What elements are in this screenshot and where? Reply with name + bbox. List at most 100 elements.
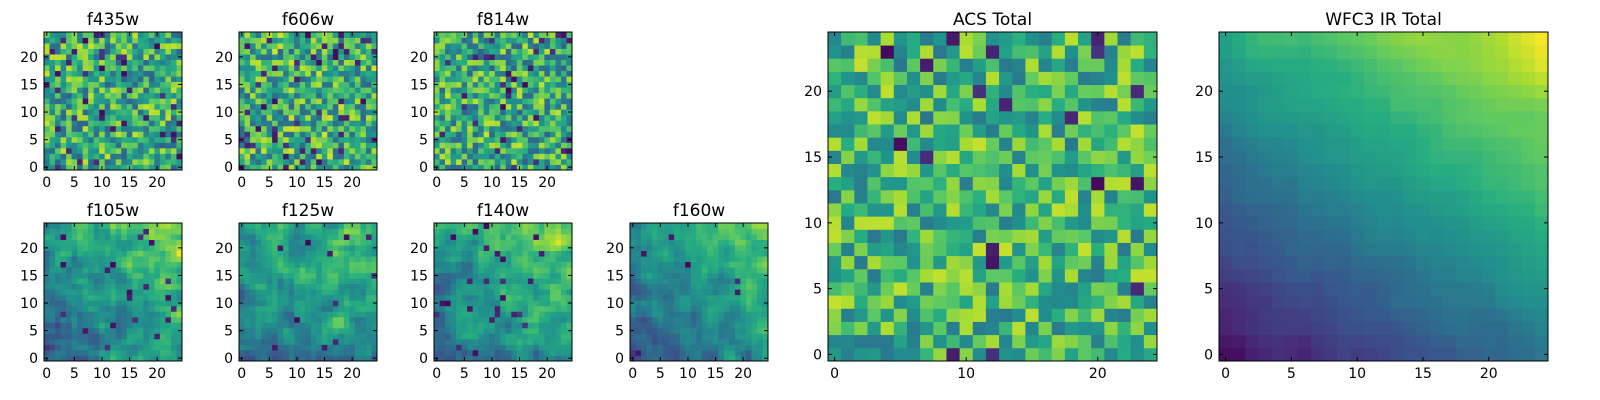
heatmap-cell bbox=[544, 289, 551, 296]
heatmap-cell bbox=[255, 239, 262, 246]
heatmap-cell bbox=[159, 278, 166, 285]
heatmap-cell bbox=[516, 294, 523, 301]
heatmap-cell bbox=[305, 153, 312, 160]
heatmap-cell bbox=[110, 322, 117, 329]
heatmap-cell bbox=[467, 131, 474, 138]
heatmap-cell bbox=[255, 261, 262, 268]
heatmap-cell bbox=[756, 234, 763, 240]
heatmap-cell bbox=[239, 43, 245, 49]
heatmap-cell bbox=[343, 311, 350, 318]
heatmap-cell bbox=[283, 300, 290, 307]
heatmap-cell bbox=[489, 338, 496, 345]
heatmap-cell bbox=[685, 283, 692, 290]
heatmap-cell bbox=[630, 289, 636, 296]
heatmap-cell bbox=[533, 311, 540, 318]
heatmap-cell bbox=[549, 76, 556, 83]
heatmap-cell bbox=[522, 32, 529, 38]
heatmap-cell bbox=[505, 158, 512, 165]
heatmap-cell bbox=[255, 103, 262, 110]
heatmap-cell bbox=[283, 289, 290, 296]
heatmap-cell bbox=[255, 278, 262, 285]
heatmap-cell bbox=[137, 109, 144, 116]
heatmap-cell bbox=[239, 344, 245, 351]
heatmap-cell bbox=[1104, 268, 1118, 283]
heatmap-cell bbox=[288, 267, 295, 274]
heatmap-cell bbox=[1143, 308, 1158, 322]
heatmap-cell bbox=[159, 136, 166, 143]
heatmap-cell bbox=[663, 349, 670, 356]
heatmap-cell bbox=[305, 272, 312, 279]
heatmap-cell bbox=[641, 239, 647, 246]
heatmap-cell bbox=[467, 120, 474, 127]
heatmap-cell bbox=[132, 250, 139, 257]
heatmap-cell bbox=[44, 87, 50, 94]
heatmap-cell bbox=[121, 349, 128, 356]
heatmap-cell bbox=[1025, 216, 1039, 230]
heatmap-cell bbox=[494, 327, 501, 334]
heatmap-cell bbox=[266, 294, 273, 301]
heatmap-cell bbox=[332, 344, 339, 351]
heatmap-cell bbox=[538, 305, 545, 312]
heatmap-cell bbox=[560, 65, 567, 72]
heatmap-cell bbox=[690, 272, 697, 279]
heatmap-cell bbox=[283, 37, 290, 44]
heatmap-cell bbox=[756, 322, 763, 329]
heatmap-cell bbox=[652, 272, 658, 279]
heatmap-cell bbox=[461, 131, 468, 138]
heatmap-cell bbox=[49, 344, 56, 351]
heatmap-cell bbox=[538, 65, 545, 72]
heatmap-cell bbox=[272, 164, 279, 171]
heatmap-cell bbox=[467, 87, 474, 94]
heatmap-cell bbox=[154, 228, 161, 235]
heatmap-cell bbox=[299, 223, 306, 229]
heatmap-cell bbox=[1104, 203, 1118, 217]
heatmap-cell bbox=[244, 109, 251, 116]
heatmap-cell bbox=[701, 338, 708, 345]
heatmap-cell bbox=[445, 256, 451, 263]
heatmap-cell bbox=[959, 229, 974, 243]
heatmap-cell bbox=[338, 245, 345, 251]
heatmap-cell bbox=[305, 234, 312, 240]
heatmap-cell bbox=[538, 136, 545, 143]
heatmap-cell bbox=[49, 65, 56, 72]
heatmap-cell bbox=[707, 300, 714, 307]
heatmap-cell bbox=[445, 158, 451, 165]
heatmap-cell bbox=[126, 234, 133, 240]
heatmap-cell bbox=[478, 43, 485, 49]
heatmap-cell bbox=[277, 278, 284, 285]
heatmap-cell bbox=[244, 300, 251, 307]
heatmap-cell bbox=[646, 223, 653, 229]
heatmap-cell bbox=[244, 48, 251, 55]
heatmap-cell bbox=[729, 311, 736, 318]
heatmap-cell bbox=[635, 316, 642, 323]
heatmap-cell bbox=[478, 300, 485, 307]
heatmap-cell bbox=[906, 308, 921, 322]
heatmap-cell bbox=[439, 283, 446, 290]
heatmap-cell bbox=[266, 234, 273, 240]
heatmap-cell bbox=[701, 267, 708, 274]
heatmap-cell bbox=[338, 125, 345, 132]
heatmap-cell bbox=[299, 316, 306, 323]
heatmap-cell bbox=[277, 289, 284, 296]
heatmap-cell bbox=[154, 54, 161, 60]
heatmap-cell bbox=[288, 316, 295, 323]
heatmap-cell bbox=[349, 98, 356, 105]
heatmap-cell bbox=[321, 65, 328, 72]
heatmap-cell bbox=[88, 272, 95, 279]
heatmap-cell bbox=[99, 322, 106, 329]
heatmap-cell bbox=[544, 272, 551, 279]
heatmap-cell bbox=[1038, 163, 1053, 178]
heatmap-cell bbox=[305, 147, 312, 154]
heatmap-cell bbox=[527, 261, 534, 268]
heatmap-cell bbox=[527, 278, 534, 285]
heatmap-cell bbox=[88, 250, 95, 257]
heatmap-cell bbox=[77, 305, 84, 312]
heatmap-cell bbox=[1130, 163, 1145, 178]
heatmap-cell bbox=[165, 272, 172, 279]
heatmap-cell bbox=[527, 300, 534, 307]
heatmap-cell bbox=[734, 239, 741, 246]
heatmap-cell bbox=[1143, 203, 1158, 217]
heatmap-cell bbox=[555, 32, 562, 38]
heatmap-cell bbox=[266, 54, 273, 60]
